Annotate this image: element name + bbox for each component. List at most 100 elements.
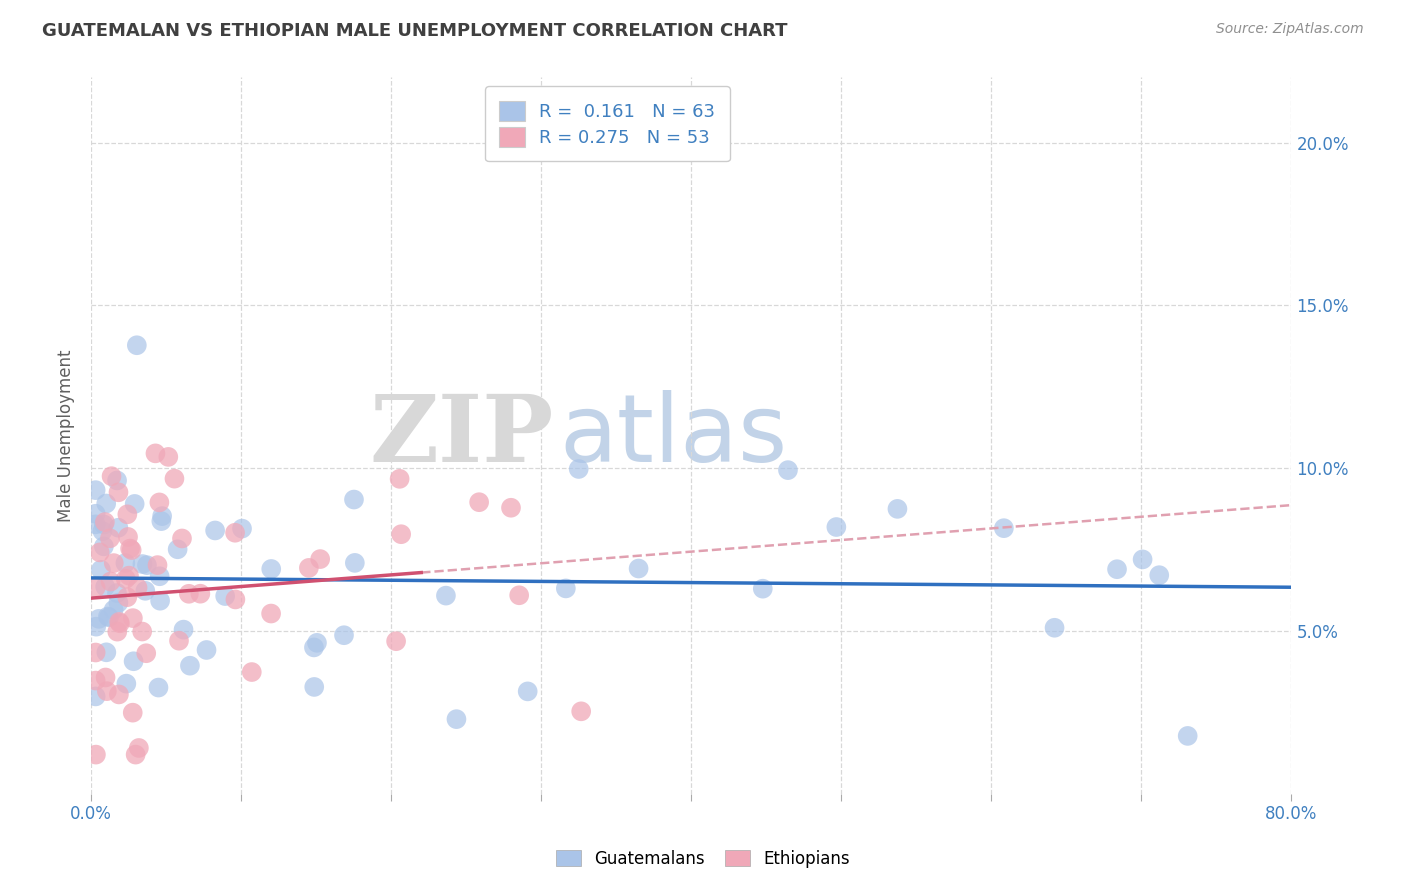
Point: [170, 532, 193, 546]
Point: [224, 592, 246, 607]
Point: [89, 545, 111, 559]
Point: [84, 483, 107, 497]
Point: [94, 671, 117, 685]
Point: [298, 561, 321, 575]
Point: [177, 587, 200, 601]
Point: [93, 517, 115, 532]
Point: [190, 587, 212, 601]
Point: [124, 747, 146, 762]
Point: [240, 665, 263, 679]
Point: [179, 658, 201, 673]
Point: [84, 690, 107, 704]
Point: [204, 524, 226, 538]
Point: [302, 640, 325, 655]
Point: [163, 472, 186, 486]
Point: [84, 620, 107, 634]
Point: [103, 603, 125, 617]
Point: [105, 624, 128, 639]
Point: [84, 517, 107, 532]
Point: [825, 520, 848, 534]
Point: [98, 531, 121, 545]
Point: [150, 514, 173, 528]
Point: [115, 676, 138, 690]
Point: [627, 561, 650, 575]
Point: [131, 624, 153, 639]
Point: [96, 645, 118, 659]
Point: [84, 646, 107, 660]
Point: [148, 681, 170, 695]
Point: [173, 623, 195, 637]
Point: [84, 673, 107, 688]
Point: [108, 616, 131, 631]
Point: [96, 684, 118, 698]
Point: [776, 463, 799, 477]
Point: [886, 501, 908, 516]
Point: [568, 462, 591, 476]
Point: [214, 589, 236, 603]
Point: [434, 589, 457, 603]
Point: [97, 609, 120, 624]
Point: [752, 582, 775, 596]
Point: [260, 607, 283, 621]
Point: [231, 522, 253, 536]
Point: [167, 633, 190, 648]
Point: [100, 469, 122, 483]
Point: [993, 521, 1015, 535]
Point: [1132, 552, 1154, 566]
Point: [148, 495, 170, 509]
Text: atlas: atlas: [560, 390, 787, 482]
Point: [149, 569, 172, 583]
Point: [84, 581, 107, 595]
Legend: Guatemalans, Ethiopians: Guatemalans, Ethiopians: [550, 844, 856, 875]
Point: [195, 643, 218, 657]
Point: [1177, 729, 1199, 743]
Point: [98, 610, 121, 624]
Point: [108, 688, 131, 702]
Point: [145, 446, 167, 460]
Point: [122, 611, 145, 625]
Point: [446, 712, 468, 726]
Point: [128, 741, 150, 756]
Point: [499, 500, 522, 515]
Point: [121, 706, 143, 720]
Text: GUATEMALAN VS ETHIOPIAN MALE UNEMPLOYMENT CORRELATION CHART: GUATEMALAN VS ETHIOPIAN MALE UNEMPLOYMEN…: [42, 22, 787, 40]
Point: [114, 556, 136, 570]
Point: [1105, 562, 1128, 576]
Point: [105, 474, 128, 488]
Text: ZIP: ZIP: [368, 391, 554, 481]
Point: [103, 556, 125, 570]
Point: [84, 747, 107, 762]
Point: [389, 527, 412, 541]
Point: [166, 542, 188, 557]
Point: [1149, 568, 1171, 582]
Point: [260, 562, 283, 576]
Point: [117, 508, 139, 522]
Point: [125, 338, 148, 352]
Point: [107, 485, 129, 500]
Point: [118, 568, 141, 582]
Point: [135, 646, 157, 660]
Point: [117, 530, 139, 544]
Legend: R =  0.161   N = 63, R = 0.275   N = 53: R = 0.161 N = 63, R = 0.275 N = 53: [485, 87, 730, 161]
Point: [516, 684, 538, 698]
Point: [105, 586, 128, 600]
Point: [333, 628, 356, 642]
Point: [94, 580, 117, 594]
Point: [157, 450, 180, 464]
Point: [554, 582, 576, 596]
Point: [100, 574, 122, 589]
Point: [302, 680, 325, 694]
Point: [388, 472, 411, 486]
Point: [84, 507, 107, 521]
Y-axis label: Male Unemployment: Male Unemployment: [58, 350, 75, 522]
Point: [90, 563, 112, 577]
Text: Source: ZipAtlas.com: Source: ZipAtlas.com: [1216, 22, 1364, 37]
Point: [134, 583, 156, 598]
Point: [96, 496, 118, 510]
Point: [91, 524, 114, 538]
Point: [121, 543, 143, 558]
Point: [107, 596, 129, 610]
Point: [122, 654, 145, 668]
Point: [1043, 621, 1066, 635]
Point: [385, 634, 408, 648]
